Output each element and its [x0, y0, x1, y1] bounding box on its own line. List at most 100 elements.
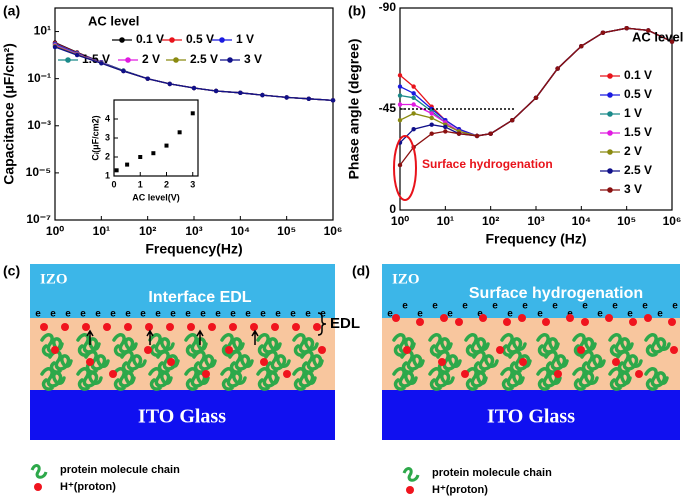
legend-label: 1 V: [236, 32, 254, 46]
panel-label: (a): [3, 3, 20, 19]
legend-title: AC level: [88, 13, 139, 28]
protein-chain: [292, 367, 317, 391]
panel-label: (c): [3, 263, 20, 279]
protein-chain: [220, 367, 247, 391]
proton: [612, 358, 620, 366]
x-tick-label: 10⁶: [324, 224, 343, 238]
legend-label: 2.5 V: [624, 163, 652, 177]
data-point: [52, 44, 58, 50]
legend-marker: [169, 37, 175, 43]
electron: e: [230, 309, 236, 320]
data-point: [397, 102, 403, 107]
electron: e: [140, 309, 146, 320]
data-point: [99, 61, 104, 66]
proton: [644, 314, 652, 322]
proton-arrow: [146, 329, 154, 345]
electron: e: [462, 301, 468, 312]
legend-label: 0.1 V: [136, 32, 164, 46]
protein-chain: [112, 367, 136, 391]
electron: e: [320, 309, 326, 320]
protein-chain: [608, 367, 632, 391]
electron: e: [417, 309, 423, 320]
proton: [455, 318, 463, 326]
proton: [438, 358, 446, 366]
protein-chain: [256, 367, 280, 391]
protein-chain: [40, 367, 66, 391]
proton-arrow: [196, 329, 204, 345]
proton: [109, 370, 117, 378]
legend-marker: [125, 57, 131, 63]
proton: [566, 314, 574, 322]
protein-chain: [536, 367, 562, 391]
electron: e: [672, 301, 678, 312]
x-tick-label: 2: [164, 179, 169, 189]
protein-chain: [392, 367, 418, 391]
legend-label: 0.5 V: [186, 32, 214, 46]
legend-text: protein molecule chain: [432, 467, 552, 479]
x-tick-label: 1: [138, 179, 143, 189]
legend-marker: [227, 57, 233, 63]
proton: [208, 323, 216, 331]
legend-marker: [119, 37, 125, 43]
data-point: [411, 95, 416, 100]
protein-chain: [428, 367, 455, 391]
electron: e: [402, 301, 408, 312]
legend-marker: [607, 149, 613, 155]
legend-protein-icon: [402, 467, 420, 482]
proton: [260, 358, 268, 366]
y-axis-title: Cᵢ(μF/cm2): [90, 115, 100, 160]
data-point: [114, 168, 119, 173]
proton: [318, 346, 326, 354]
proton: [403, 346, 411, 354]
y-axis-title: Phase angle (degree): [346, 39, 362, 180]
data-point: [260, 92, 265, 98]
x-tick-label: 10⁵: [617, 214, 636, 228]
y-tick-label: 10⁻⁷: [26, 212, 51, 226]
proton: [202, 370, 210, 378]
data-point: [429, 122, 434, 127]
y-tick-label: 0: [389, 202, 396, 216]
proton: [554, 370, 562, 378]
proton: [225, 346, 233, 354]
data-point: [138, 155, 143, 159]
data-point: [510, 118, 515, 123]
electron: e: [477, 309, 483, 320]
proton: [124, 323, 132, 331]
izo-layer: [30, 264, 335, 318]
proton: [581, 318, 589, 326]
proton: [250, 323, 258, 331]
proton-arrow: [86, 329, 94, 345]
electron: e: [597, 309, 603, 320]
x-tick-label: 0: [111, 179, 116, 189]
legend-marker: [219, 37, 225, 43]
x-axis-title: Frequency (Hz): [485, 231, 586, 247]
proton: [86, 358, 94, 366]
legend-marker: [607, 130, 613, 136]
electron: e: [432, 301, 438, 312]
protein-chain: [500, 367, 525, 391]
diagram-d: (d) IZO Surface hydrogenation ITO Glass …: [352, 263, 680, 496]
proton: [51, 346, 59, 354]
protein-chain: [184, 367, 210, 391]
izo-label: IZO: [40, 271, 68, 287]
legend-label: 3 V: [624, 182, 642, 196]
data-point: [646, 28, 651, 33]
electron: e: [65, 309, 71, 320]
electron: e: [215, 309, 221, 320]
legend-marker: [607, 92, 613, 98]
legend-label: 1 V: [624, 106, 642, 120]
legend-marker: [607, 187, 613, 193]
proton: [670, 346, 678, 354]
proton: [440, 314, 448, 322]
diagram-title: Surface hydrogenation: [469, 285, 643, 302]
data-point: [669, 39, 675, 44]
proton: [542, 318, 550, 326]
electron: e: [447, 309, 453, 320]
legend-label: 2 V: [624, 144, 642, 158]
data-point: [330, 98, 336, 103]
x-tick-label: 10²: [482, 214, 499, 228]
legend-marker: [607, 73, 613, 79]
proton: [166, 323, 174, 331]
electron: e: [522, 301, 528, 312]
